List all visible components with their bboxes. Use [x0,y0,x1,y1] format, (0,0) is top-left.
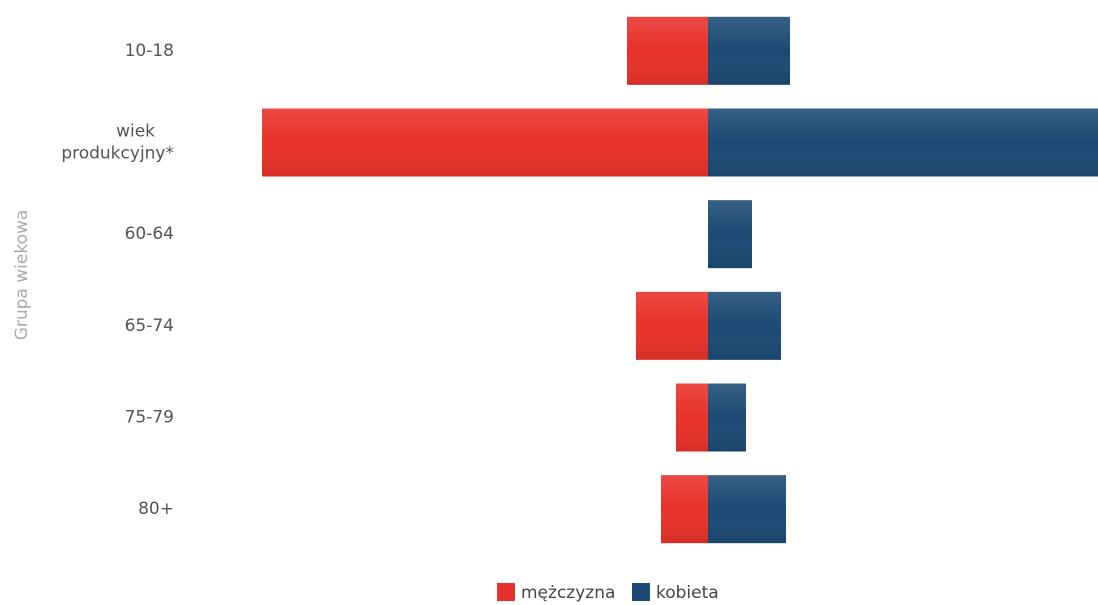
legend-swatch [497,583,515,601]
y-tick-label: 80+ [138,499,174,519]
bar-shade [708,291,781,360]
bar-shade [636,291,708,360]
bar-shade [708,200,752,269]
bar-shade [676,383,708,452]
bar-shade [661,475,708,544]
y-tick-label: 60-64 [125,224,174,244]
y-tick-label: 75-79 [125,408,174,428]
legend-swatch [632,583,650,601]
legend-label: kobieta [656,583,719,603]
legend-label: mężczyzna [521,583,615,603]
bar-shade [262,108,708,177]
bar-shade [708,16,790,85]
y-tick-label: wiek produkcyjny* [61,122,174,164]
bar-shade [708,383,746,452]
y-tick-label: 65-74 [125,316,174,336]
bar-shade [708,475,786,544]
y-tick-label: 10-18 [125,41,174,61]
bar-shade [627,16,708,85]
bar-shade [708,108,1098,177]
y-axis-title: Grupa wiekowa [12,210,32,341]
